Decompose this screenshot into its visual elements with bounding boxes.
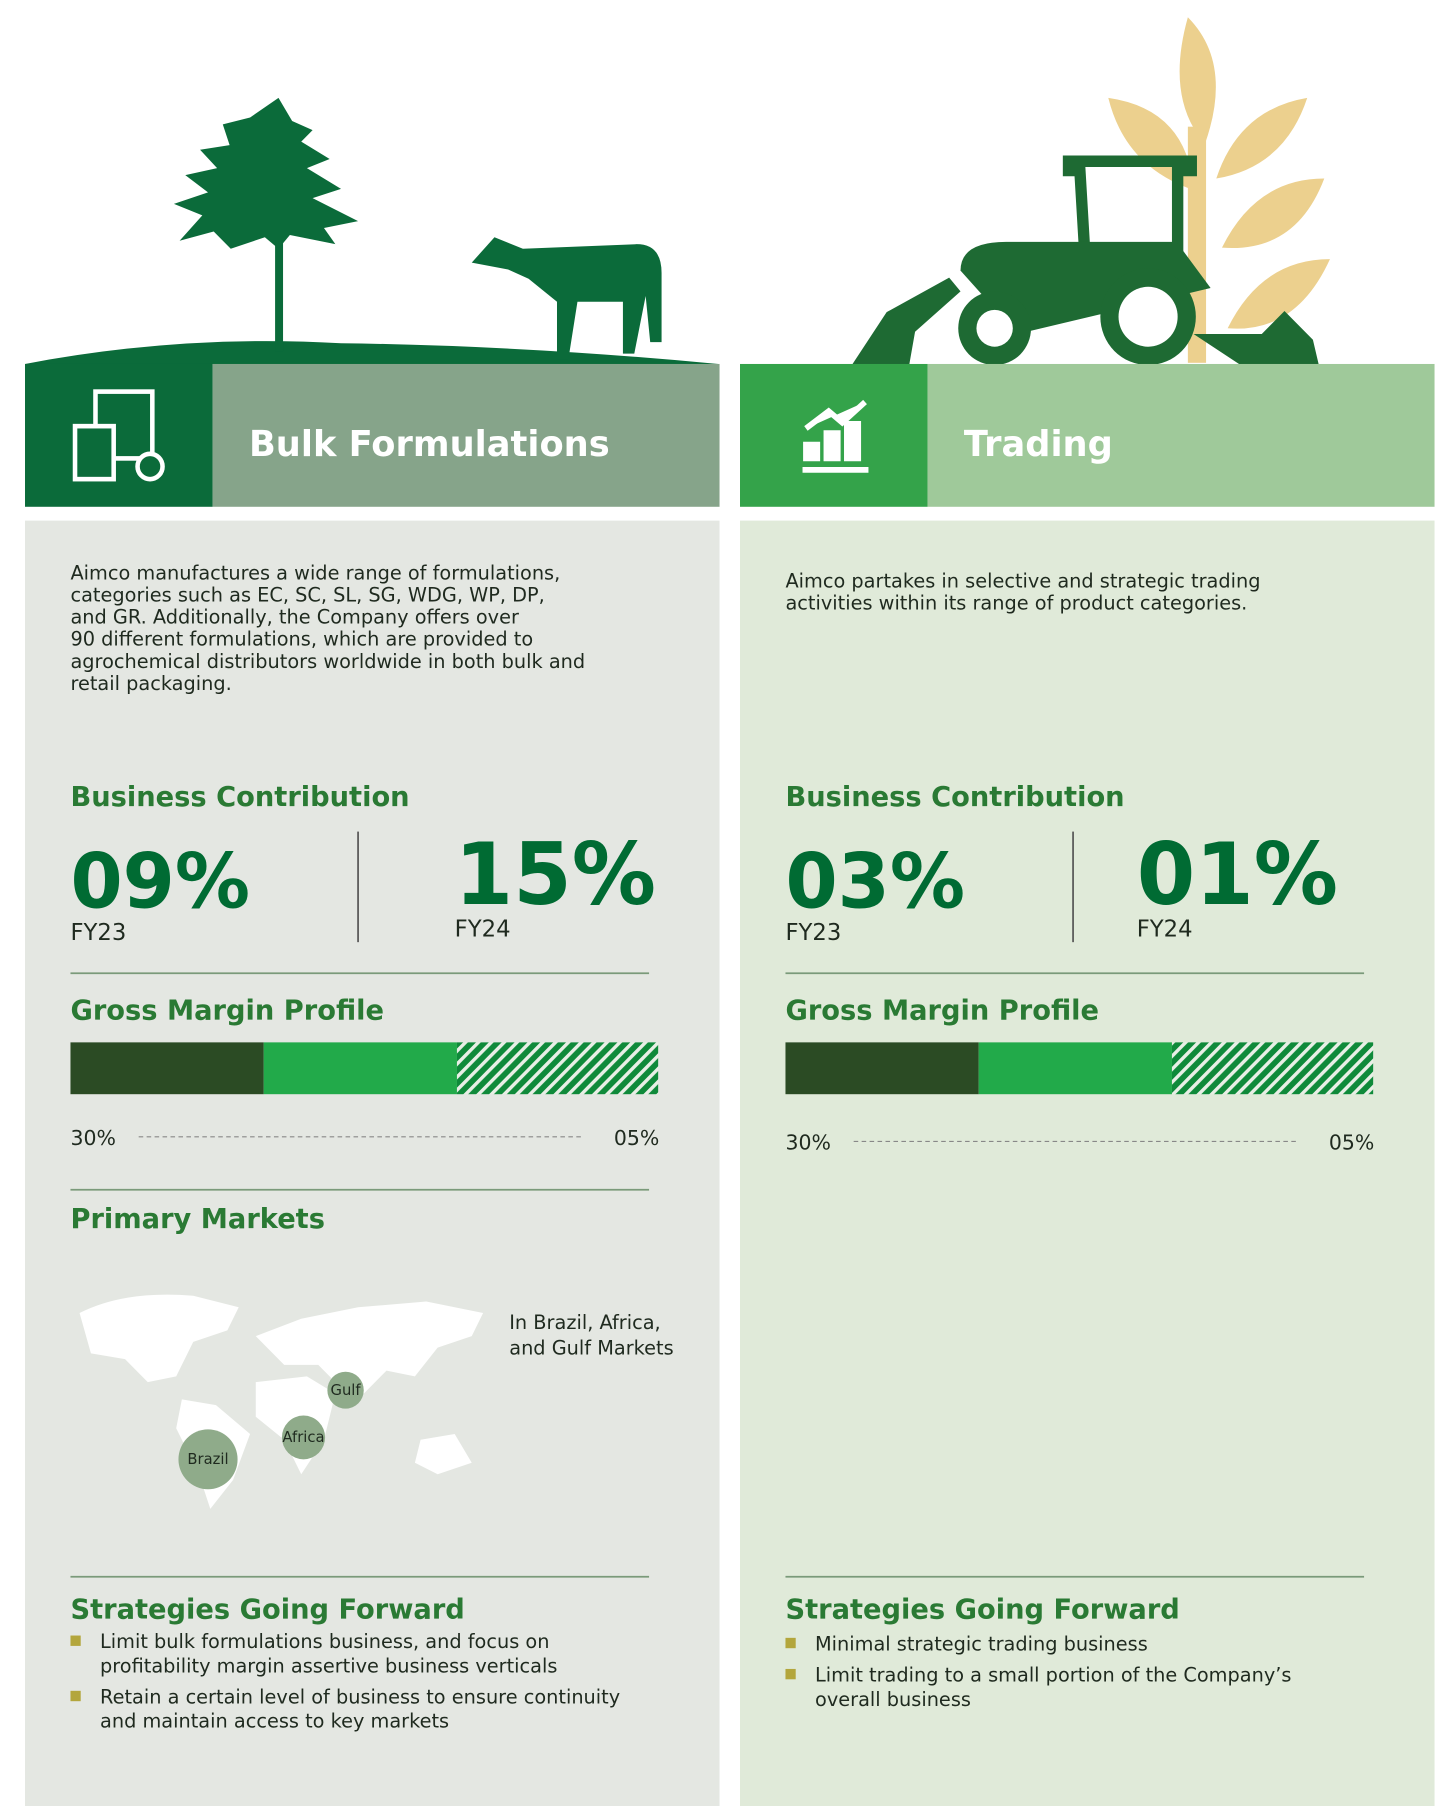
contribution-value: 01% — [1137, 825, 1338, 925]
bullet — [70, 1690, 81, 1702]
margin-label: 30% — [70, 1126, 115, 1150]
panel-body — [740, 520, 1435, 1806]
strategy-line: and maintain access to key markets — [100, 1710, 449, 1733]
tractor-illustration — [852, 17, 1330, 366]
contribution-value: 15% — [455, 825, 656, 925]
section-heading: Strategies Going Forward — [785, 1594, 1179, 1625]
market-bubble — [281, 1415, 326, 1460]
icon-chart — [802, 399, 869, 473]
contribution-period: FY24 — [1137, 916, 1193, 942]
panel-title: Trading — [964, 424, 1113, 465]
bullet — [785, 1668, 796, 1680]
contribution-value: 09% — [70, 837, 250, 926]
section-heading: Primary Markets — [70, 1204, 324, 1235]
description-line: categories such as EC, SC, SL, SG, WDG, … — [70, 583, 544, 606]
description-line: agrochemical distributors worldwide in b… — [70, 650, 585, 673]
description-line: activities within its range of product c… — [785, 591, 1247, 614]
market-label: Africa — [282, 1428, 324, 1446]
landscape-illustration — [25, 97, 719, 364]
market-label: Brazil — [187, 1450, 228, 1468]
description-line: Aimco partakes in selective and strategi… — [785, 569, 1260, 592]
title-band — [927, 363, 1435, 507]
margin-bar-segment — [456, 1042, 659, 1095]
contribution-period: FY23 — [70, 920, 126, 946]
strategy-line: overall business — [815, 1688, 971, 1711]
section-heading: Gross Margin Profile — [785, 995, 1099, 1026]
panel-title: Bulk Formulations — [249, 424, 610, 465]
strategy-line: Limit trading to a small portion of the … — [815, 1663, 1291, 1686]
section-heading: Business Contribution — [70, 782, 409, 813]
market-bubble — [178, 1429, 238, 1490]
margin-label: 05% — [614, 1126, 659, 1150]
margin-bar-segment — [1171, 1042, 1374, 1095]
description-line: retail packaging. — [70, 672, 231, 695]
icon-box — [25, 363, 213, 507]
margin-label: 05% — [1329, 1130, 1374, 1154]
margin-bar-segment — [263, 1042, 457, 1095]
section-heading: Gross Margin Profile — [70, 995, 384, 1026]
margin-bar-segment — [978, 1042, 1172, 1095]
market-bubble — [327, 1371, 364, 1409]
margin-label: 30% — [785, 1130, 830, 1154]
strategy-line: profitability margin assertive business … — [100, 1654, 557, 1677]
markets-note: In Brazil, Africa, — [509, 1311, 660, 1334]
strategy-line: Limit bulk formulations business, and fo… — [100, 1630, 549, 1653]
strategy-line: Retain a certain level of business to en… — [100, 1685, 620, 1708]
description-line: Aimco manufactures a wide range of formu… — [70, 561, 560, 584]
panel-body — [25, 520, 720, 1806]
bullet — [785, 1637, 796, 1649]
margin-bar-segment — [785, 1042, 979, 1095]
contribution-value: 03% — [785, 837, 965, 926]
contribution-period: FY23 — [785, 920, 841, 946]
title-band — [212, 363, 720, 507]
markets-note: and Gulf Markets — [509, 1336, 673, 1359]
icon-check — [135, 451, 165, 482]
description-line: and GR. Additionally, the Company offers… — [70, 605, 518, 628]
description-line: 90 different formulations, which are pro… — [70, 628, 533, 651]
section-heading: Strategies Going Forward — [70, 1594, 464, 1625]
bullet — [70, 1635, 81, 1646]
icon-calc — [72, 423, 116, 482]
strategy-line: Minimal strategic trading business — [815, 1632, 1148, 1655]
world-map — [79, 1294, 484, 1509]
contribution-period: FY24 — [455, 916, 511, 942]
market-label: Gulf — [331, 1381, 362, 1399]
section-heading: Business Contribution — [785, 782, 1124, 813]
margin-bar-segment — [70, 1042, 264, 1095]
